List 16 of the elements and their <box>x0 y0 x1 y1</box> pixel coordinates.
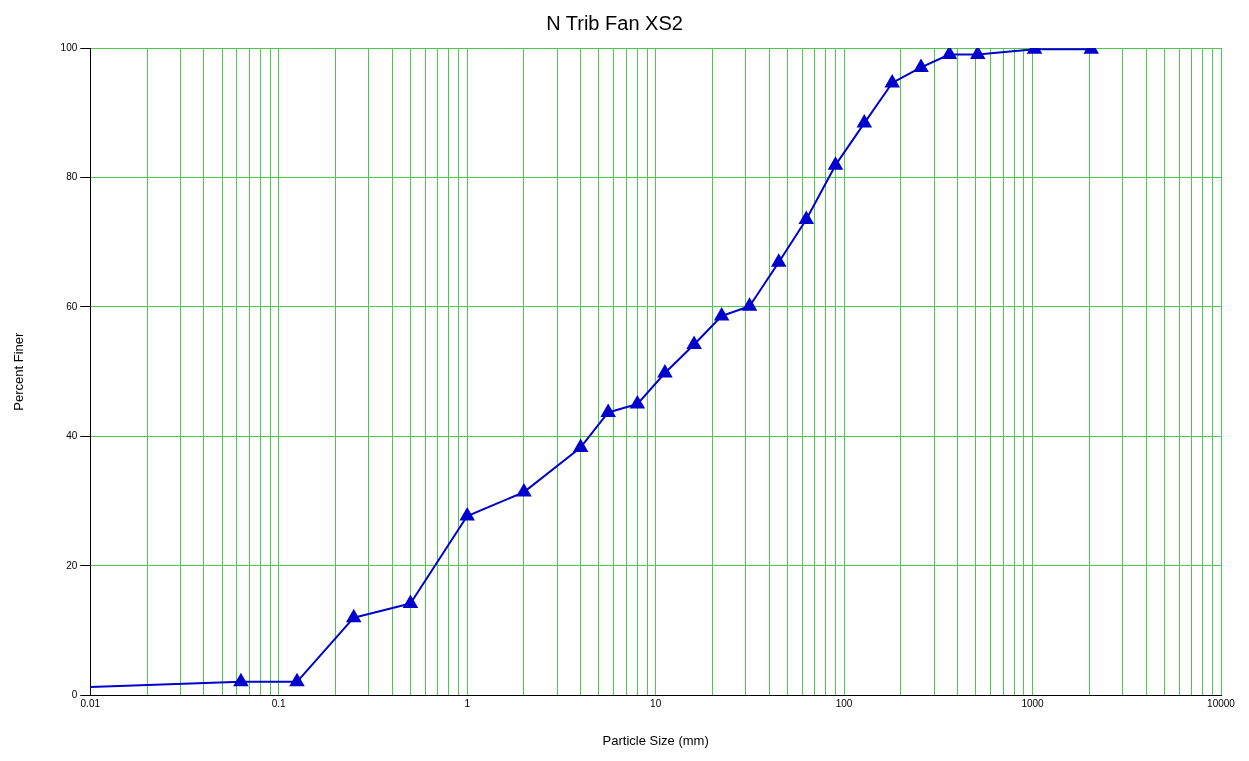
x-tick-label: 100 <box>835 698 853 710</box>
y-tick-label: 40 <box>66 430 78 442</box>
x-tick-label: 0.01 <box>80 698 101 710</box>
x-tick-label: 10 <box>650 698 662 710</box>
y-tick-label: 0 <box>71 689 78 701</box>
x-tick-label: 10000 <box>1207 698 1236 710</box>
x-tick-label: 1000 <box>1021 698 1045 710</box>
y-tick-label: 20 <box>66 559 78 571</box>
x-tick-label: 1 <box>464 698 471 710</box>
chart-title: N Trib Fan XS2 <box>546 11 683 34</box>
y-tick-label: 60 <box>66 300 78 312</box>
y-tick-label: 100 <box>60 41 78 53</box>
y-tick-label: 80 <box>66 171 78 183</box>
x-axis-title: Particle Size (mm) <box>602 732 709 748</box>
y-axis-title: Percent Finer <box>11 332 27 411</box>
x-tick-label: 0.1 <box>271 698 287 710</box>
